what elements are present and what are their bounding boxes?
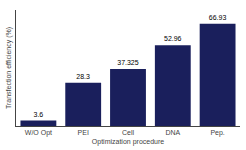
svg-text:Optimization procedure: Optimization procedure xyxy=(92,138,164,146)
svg-text:28.3: 28.3 xyxy=(76,73,90,80)
svg-text:66.93: 66.93 xyxy=(209,14,227,21)
svg-text:Transfection efficiency (%): Transfection efficiency (%) xyxy=(5,27,13,109)
svg-text:W/O Opt: W/O Opt xyxy=(25,129,52,137)
svg-text:Pep.: Pep. xyxy=(210,129,224,137)
svg-text:37.325: 37.325 xyxy=(117,59,139,66)
svg-text:52.96: 52.96 xyxy=(164,35,182,42)
svg-text:3.6: 3.6 xyxy=(33,111,43,118)
svg-text:DNA: DNA xyxy=(165,129,180,136)
svg-text:PEI: PEI xyxy=(78,129,89,136)
svg-text:Cell: Cell xyxy=(122,129,135,136)
